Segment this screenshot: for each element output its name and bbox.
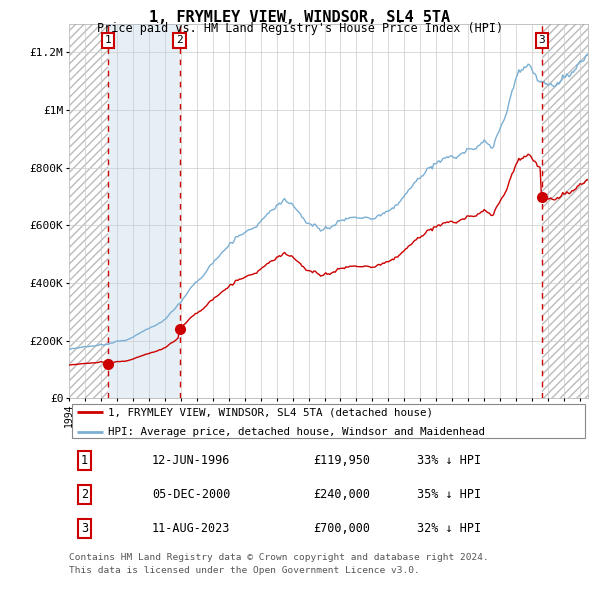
Text: 1: 1	[104, 35, 112, 45]
Text: 2: 2	[81, 487, 88, 501]
Text: 1, FRYMLEY VIEW, WINDSOR, SL4 5TA (detached house): 1, FRYMLEY VIEW, WINDSOR, SL4 5TA (detac…	[108, 408, 433, 418]
Text: 35% ↓ HPI: 35% ↓ HPI	[417, 487, 481, 501]
Bar	[542, 24, 588, 398]
Bar	[69, 24, 108, 398]
Text: 3: 3	[81, 522, 88, 535]
Bar	[542, 24, 588, 398]
Text: Contains HM Land Registry data © Crown copyright and database right 2024.: Contains HM Land Registry data © Crown c…	[69, 553, 489, 562]
Text: This data is licensed under the Open Government Licence v3.0.: This data is licensed under the Open Gov…	[69, 566, 420, 575]
Text: 1, FRYMLEY VIEW, WINDSOR, SL4 5TA: 1, FRYMLEY VIEW, WINDSOR, SL4 5TA	[149, 10, 451, 25]
Text: £119,950: £119,950	[313, 454, 370, 467]
Text: HPI: Average price, detached house, Windsor and Maidenhead: HPI: Average price, detached house, Wind…	[108, 427, 485, 437]
Text: 12-JUN-1996: 12-JUN-1996	[152, 454, 230, 467]
FancyBboxPatch shape	[71, 404, 586, 438]
Text: 11-AUG-2023: 11-AUG-2023	[152, 522, 230, 535]
Bar	[69, 24, 108, 398]
Text: Price paid vs. HM Land Registry's House Price Index (HPI): Price paid vs. HM Land Registry's House …	[97, 22, 503, 35]
Text: 33% ↓ HPI: 33% ↓ HPI	[417, 454, 481, 467]
Text: 1: 1	[81, 454, 88, 467]
Text: 05-DEC-2000: 05-DEC-2000	[152, 487, 230, 501]
Text: 32% ↓ HPI: 32% ↓ HPI	[417, 522, 481, 535]
Text: £240,000: £240,000	[313, 487, 370, 501]
Text: 3: 3	[538, 35, 545, 45]
Text: £700,000: £700,000	[313, 522, 370, 535]
Bar	[108, 24, 179, 398]
Text: 2: 2	[176, 35, 183, 45]
